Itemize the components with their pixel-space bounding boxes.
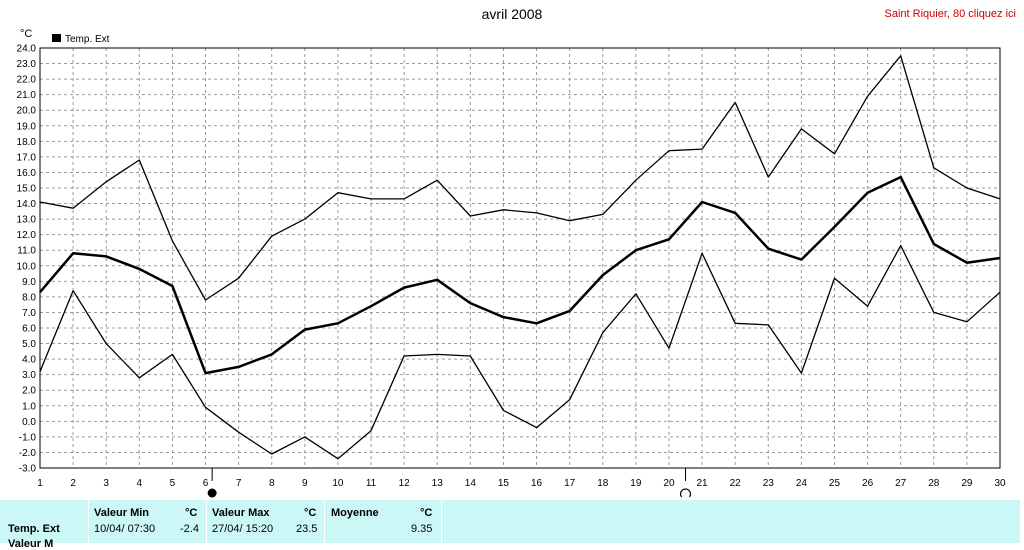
x-tick-label: 14 bbox=[465, 478, 477, 489]
x-tick-label: 1 bbox=[37, 478, 43, 489]
y-tick-label: -1.0 bbox=[19, 432, 37, 443]
chart-title: avril 2008 bbox=[481, 6, 543, 22]
moon-phase-markers bbox=[207, 468, 692, 498]
waning-moon-icon bbox=[679, 488, 692, 498]
series-line-min bbox=[39, 244, 1001, 460]
x-tick-label: 30 bbox=[994, 478, 1006, 489]
y-tick-label: 16.0 bbox=[17, 168, 37, 179]
y-tick-label: 4.0 bbox=[22, 355, 36, 366]
x-tick-label: 26 bbox=[862, 478, 874, 489]
y-tick-label: 13.0 bbox=[17, 215, 37, 226]
x-tick-label: 2 bbox=[70, 478, 76, 489]
divider bbox=[441, 500, 442, 543]
x-tick-label: 25 bbox=[829, 478, 841, 489]
x-tick-label: 21 bbox=[697, 478, 709, 489]
min-datetime: 10/04/ 07:30 bbox=[94, 523, 156, 535]
y-axis-unit: °C bbox=[20, 28, 32, 40]
series-line-max bbox=[39, 55, 1001, 301]
y-tick-label: -2.0 bbox=[19, 448, 37, 459]
x-tick-label: 9 bbox=[302, 478, 308, 489]
y-tick-label: 22.0 bbox=[17, 75, 37, 86]
x-axis-tick-labels: 1 2 3 4 5 6 7 8 9 10 11 12 13 14 15 16 17 18 19 20 21 22 23 24 2… bbox=[37, 478, 1006, 489]
next-row-label: Valeur M bbox=[8, 538, 54, 550]
x-tick-label: 3 bbox=[103, 478, 109, 489]
x-tick-label: 24 bbox=[796, 478, 808, 489]
full-moon-icon bbox=[207, 488, 217, 498]
chart-grid bbox=[39, 47, 1001, 469]
station-link[interactable]: Saint Riquier, 80 cliquez ici bbox=[884, 8, 1016, 20]
max-datetime: 27/04/ 15:20 bbox=[212, 523, 274, 535]
y-tick-label: 1.0 bbox=[22, 401, 36, 412]
x-tick-label: 22 bbox=[730, 478, 742, 489]
y-tick-label: 8.0 bbox=[22, 292, 36, 303]
x-tick-label: 10 bbox=[332, 478, 344, 489]
y-tick-label: 9.0 bbox=[22, 277, 36, 288]
divider bbox=[324, 500, 325, 543]
y-axis-tick-labels: 24.0 23.0 22.0 21.0 20.0 19.0 18.0 17.0 16.0 15.0… bbox=[17, 44, 37, 475]
x-tick-label: 20 bbox=[663, 478, 675, 489]
max-value: 23.5 bbox=[296, 523, 318, 535]
x-tick-label: 18 bbox=[597, 478, 609, 489]
legend-label: Temp. Ext bbox=[65, 34, 110, 45]
y-tick-label: 18.0 bbox=[17, 137, 37, 148]
x-tick-label: 7 bbox=[236, 478, 242, 489]
y-tick-label: 19.0 bbox=[17, 121, 37, 132]
x-tick-label: 19 bbox=[630, 478, 642, 489]
y-tick-label: 7.0 bbox=[22, 308, 36, 319]
y-tick-label: 15.0 bbox=[17, 184, 37, 195]
y-tick-label: 10.0 bbox=[17, 261, 37, 272]
x-tick-label: 29 bbox=[961, 478, 973, 489]
x-tick-label: 6 bbox=[203, 478, 209, 489]
y-tick-label: 14.0 bbox=[17, 199, 37, 210]
chart-series bbox=[39, 55, 1001, 460]
y-tick-label: 6.0 bbox=[22, 324, 36, 335]
min-value: -2.4 bbox=[180, 523, 199, 535]
x-tick-label: 13 bbox=[432, 478, 444, 489]
series-line-average bbox=[39, 175, 1001, 375]
plot-area-border bbox=[39, 47, 1001, 469]
x-tick-label: 5 bbox=[170, 478, 176, 489]
y-tick-label: 20.0 bbox=[17, 106, 37, 117]
temperature-chart: 24.023.022.021.020.019.018.017.016.015.0… bbox=[17, 28, 1006, 498]
y-tick-label: 0.0 bbox=[22, 417, 36, 428]
stats-panel: Valeur Min °C Valeur Max °C Moyenne °C T… bbox=[0, 500, 1020, 550]
y-tick-label: 24.0 bbox=[17, 44, 37, 55]
min-header: Valeur Min bbox=[94, 507, 150, 519]
x-tick-label: 12 bbox=[399, 478, 411, 489]
divider bbox=[88, 500, 89, 543]
y-tick-label: 3.0 bbox=[22, 370, 36, 381]
max-header: Valeur Max bbox=[212, 507, 270, 519]
y-tick-label: 23.0 bbox=[17, 59, 37, 70]
min-unit: °C bbox=[185, 507, 198, 519]
legend-swatch bbox=[52, 34, 61, 42]
x-tick-label: 28 bbox=[928, 478, 940, 489]
x-tick-label: 8 bbox=[269, 478, 275, 489]
x-tick-label: 17 bbox=[564, 478, 576, 489]
avg-header: Moyenne bbox=[331, 507, 379, 519]
y-tick-label: -3.0 bbox=[19, 464, 37, 475]
x-tick-label: 15 bbox=[498, 478, 510, 489]
y-tick-label: 5.0 bbox=[22, 339, 36, 350]
max-unit: °C bbox=[304, 507, 317, 519]
y-tick-label: 21.0 bbox=[17, 90, 37, 101]
x-tick-label: 11 bbox=[366, 478, 377, 489]
y-tick-label: 12.0 bbox=[17, 230, 37, 241]
x-tick-label: 27 bbox=[895, 478, 907, 489]
avg-unit: °C bbox=[420, 507, 433, 519]
x-tick-label: 16 bbox=[531, 478, 543, 489]
row-label: Temp. Ext bbox=[8, 523, 60, 535]
y-tick-label: 2.0 bbox=[22, 386, 36, 397]
avg-value: 9.35 bbox=[411, 523, 433, 535]
x-tick-label: 23 bbox=[763, 478, 775, 489]
y-tick-label: 11.0 bbox=[17, 246, 36, 257]
y-tick-label: 17.0 bbox=[17, 152, 37, 163]
x-tick-label: 4 bbox=[137, 478, 143, 489]
divider bbox=[206, 500, 207, 543]
